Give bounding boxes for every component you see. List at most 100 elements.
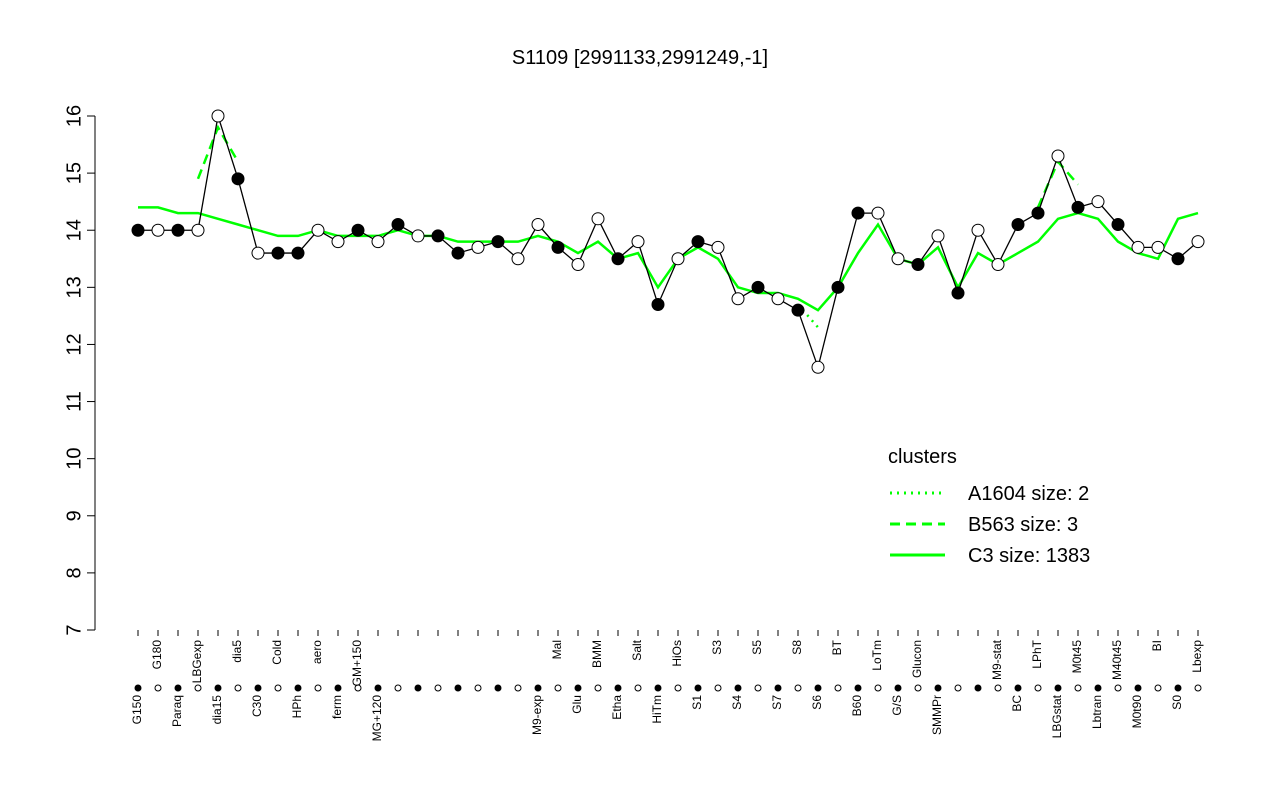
x-tick-label: LBGexp: [190, 640, 204, 684]
legend-label: B563 size: 3: [968, 514, 1078, 536]
x-tick-dot: [414, 684, 422, 692]
y-tick-label: 8: [63, 567, 85, 578]
x-tick-label: S8: [790, 640, 804, 655]
x-tick-label: MG+120: [370, 695, 384, 742]
data-point: [951, 286, 965, 300]
x-tick-label: Salt: [630, 639, 644, 660]
x-tick-dot: [234, 684, 242, 692]
x-tick-label: dia15: [210, 695, 224, 725]
x-tick-dot: [194, 684, 202, 692]
data-point: [831, 280, 845, 294]
x-tick-label: G150: [130, 695, 144, 725]
x-tick-label: S0: [1170, 695, 1184, 710]
data-point: [1091, 195, 1105, 209]
x-tick-dot: [614, 684, 622, 692]
data-point: [671, 252, 685, 266]
x-tick-label: B60: [850, 695, 864, 717]
x-tick-dot: [1094, 684, 1102, 692]
data-point: [151, 223, 165, 237]
data-point: [911, 257, 925, 271]
x-tick-label: LBGstat: [1050, 694, 1064, 738]
x-tick-dot: [274, 684, 282, 692]
data-point: [351, 223, 365, 237]
x-tick-dot: [894, 684, 902, 692]
y-tick-label: 14: [63, 219, 85, 241]
data-point: [631, 235, 645, 249]
x-tick-dot: [1074, 684, 1082, 692]
data-point: [411, 229, 425, 243]
x-tick-label: Paraq: [170, 695, 184, 727]
data-point: [271, 246, 285, 260]
x-tick-dot: [814, 684, 822, 692]
x-tick-dot: [694, 684, 702, 692]
x-tick-label: aero: [310, 640, 324, 664]
x-tick-dot: [914, 684, 922, 692]
x-tick-label: GM+150: [350, 640, 364, 687]
data-point: [531, 218, 545, 232]
x-tick-label: LPhT: [1030, 639, 1044, 668]
x-tick-dot: [834, 684, 842, 692]
data-point: [1151, 240, 1165, 254]
x-tick-label: ferm: [330, 695, 344, 719]
data-point: [471, 240, 485, 254]
x-tick-label: BMM: [590, 640, 604, 668]
x-tick-dot: [854, 684, 862, 692]
x-tick-label: SMMPr: [930, 695, 944, 735]
data-point: [971, 223, 985, 237]
data-point: [851, 206, 865, 220]
data-point: [1111, 218, 1125, 232]
x-tick-label: M9-exp: [530, 695, 544, 735]
data-point: [691, 235, 705, 249]
x-tick-dot: [354, 684, 362, 692]
x-tick-dot: [874, 684, 882, 692]
x-tick-label: LoTm: [870, 640, 884, 671]
x-tick-dot: [554, 684, 562, 692]
x-tick-dot: [374, 684, 382, 692]
data-point: [931, 229, 945, 243]
x-tick-label: S7: [770, 695, 784, 710]
x-tick-dot: [714, 684, 722, 692]
x-tick-label: BI: [1150, 640, 1164, 651]
data-point: [991, 257, 1005, 271]
x-tick-dot: [1054, 684, 1062, 692]
data-point: [431, 229, 445, 243]
y-tick-label: 12: [63, 333, 85, 355]
series-line: [196, 124, 240, 180]
x-tick-label: Lbtran: [1090, 695, 1104, 729]
x-tick-dot: [394, 684, 402, 692]
x-tick-label: C30: [250, 695, 264, 717]
data-point: [1131, 240, 1145, 254]
x-tick-label: S6: [810, 695, 824, 710]
x-tick-dot: [1134, 684, 1142, 692]
x-tick-label: Cold: [270, 640, 284, 665]
x-tick-label: S1: [690, 695, 704, 710]
x-tick-label: Mal: [550, 640, 564, 659]
x-tick-dot: [134, 684, 142, 692]
x-tick-dot: [954, 684, 962, 692]
x-tick-label: HiTm: [650, 695, 664, 724]
x-tick-dot: [1014, 684, 1022, 692]
data-point: [231, 172, 245, 186]
x-tick-dot: [794, 684, 802, 692]
x-tick-dot: [314, 684, 322, 692]
legend-title: clusters: [888, 446, 957, 468]
x-tick-dot: [534, 684, 542, 692]
x-tick-label: G180: [150, 640, 164, 670]
x-tick-dot: [1034, 684, 1042, 692]
data-point: [131, 223, 145, 237]
x-tick-label: M0t90: [1130, 695, 1144, 729]
x-tick-label: S5: [750, 640, 764, 655]
x-tick-dot: [734, 684, 742, 692]
x-tick-dot: [1114, 684, 1122, 692]
x-tick-dot: [174, 684, 182, 692]
series-line: [797, 303, 819, 329]
data-point: [1191, 235, 1205, 249]
y-tick-label: 13: [63, 276, 85, 298]
x-tick-dot: [674, 684, 682, 692]
x-tick-label: S3: [710, 640, 724, 655]
data-point: [551, 240, 565, 254]
x-tick-label: Glu: [570, 695, 584, 714]
x-tick-label: HiOs: [670, 640, 684, 667]
x-tick-label: HPh: [290, 695, 304, 718]
data-point: [211, 109, 225, 123]
